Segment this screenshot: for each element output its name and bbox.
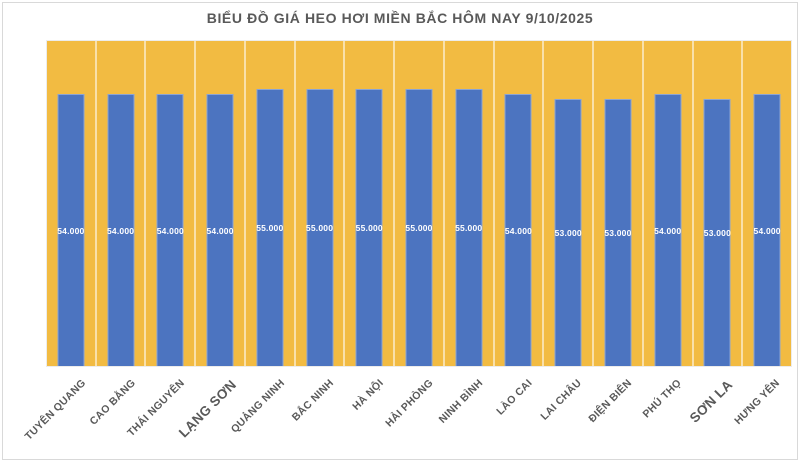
bar-value-label: 53.000	[703, 228, 732, 238]
bar: 53.000	[704, 99, 731, 366]
category-column: 54.000	[196, 41, 246, 366]
bar: 55.000	[305, 89, 334, 366]
bar-value-label: 54.000	[654, 225, 682, 236]
bar: 54.000	[654, 94, 682, 366]
category-column: 55.000	[395, 41, 445, 366]
x-axis-label: ĐIỆN BIÊN	[585, 377, 634, 425]
x-axis: TUYÊN QUANG CAO BẰNG THÁI NGUYÊN LẠNG SƠN QU…	[23, 371, 790, 463]
bar: 53.000	[555, 99, 582, 366]
x-axis-label: BẮC NINH	[289, 377, 337, 424]
category-column: 55.000	[246, 41, 296, 366]
category-column: 53.000	[594, 41, 644, 366]
x-axis-label: HÀ NỘI	[350, 377, 386, 413]
bar: 55.000	[356, 89, 383, 366]
bar: 54.000	[157, 94, 184, 366]
category-column: 55.000	[445, 41, 495, 366]
bar: 54.000	[505, 94, 532, 366]
category-column: 54.000	[495, 41, 545, 366]
x-axis-label: CAO BẰNG	[87, 377, 138, 428]
bar-value-label: 54.000	[156, 225, 184, 236]
x-axis-label: LAI CHÂU	[538, 377, 585, 423]
bar: 53.000	[604, 99, 632, 366]
bar-value-label: 54.000	[106, 225, 135, 236]
category-column: 54.000	[644, 41, 694, 366]
category-column: 53.000	[544, 41, 595, 366]
bar-value-label: 54.000	[206, 225, 234, 236]
bar-value-label: 55.000	[405, 223, 433, 233]
bar-value-label: 53.000	[604, 228, 632, 238]
category-column: 55.000	[345, 41, 396, 366]
bar-value-label: 54.000	[753, 225, 781, 236]
bar: 54.000	[206, 94, 234, 366]
x-axis-label: NINH BÌNH	[436, 377, 486, 426]
category-column: 54.000	[97, 41, 147, 366]
x-axis-label: TUYÊN QUANG	[22, 377, 89, 443]
x-axis-label: SƠN LA	[686, 377, 736, 426]
bar: 54.000	[754, 94, 781, 366]
x-axis-label: PHÚ THỌ	[640, 377, 684, 421]
category-column: 54.000	[743, 41, 791, 366]
bar: 54.000	[106, 94, 135, 366]
category-column: 53.000	[694, 41, 744, 366]
chart-title: BIỂU ĐỒ GIÁ HEO HƠI MIỀN BẮC HÔM NAY 9/1…	[206, 10, 594, 26]
bar-value-label: 55.000	[455, 223, 483, 233]
category-column: 54.000	[47, 41, 97, 366]
bar: 55.000	[256, 89, 284, 366]
x-axis-label: HƯNG YÊN	[732, 377, 783, 428]
bar: 54.000	[57, 94, 85, 366]
x-axis-label: LÀO CAI	[494, 377, 535, 418]
bar-value-label: 55.000	[256, 223, 284, 233]
plot-area: 54.000 54.000 54.000 54.000 55.000 55.000 55.0…	[46, 40, 792, 367]
category-column: 54.000	[146, 41, 197, 366]
bar-value-label: 55.000	[355, 223, 383, 233]
bar: 55.000	[455, 89, 483, 366]
category-column: 55.000	[296, 41, 346, 366]
bar: 55.000	[405, 89, 433, 366]
bar-value-label: 53.000	[554, 228, 582, 238]
x-axis-label: HẢI PHÒNG	[383, 377, 436, 430]
bar-value-label: 54.000	[504, 225, 533, 236]
bar-value-label: 54.000	[57, 225, 85, 236]
bar-value-label: 55.000	[305, 223, 334, 233]
